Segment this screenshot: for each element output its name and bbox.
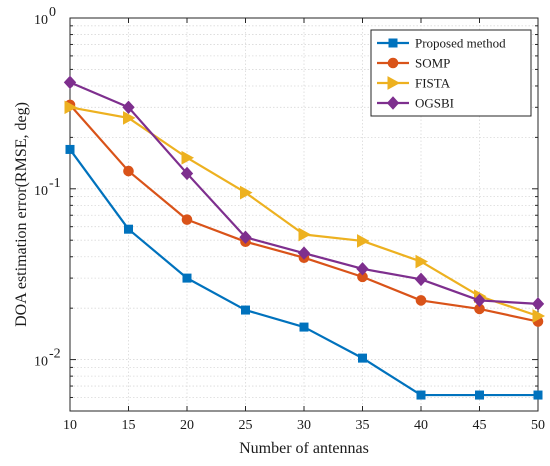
legend-label: SOMP <box>415 56 450 71</box>
data-point-fista <box>240 185 253 200</box>
data-point-ogsbi <box>239 230 252 245</box>
legend-marker <box>387 76 401 90</box>
data-point-ogsbi <box>63 75 77 90</box>
legend: Proposed method SOMP FISTA OGSBI <box>370 29 532 117</box>
data-point-proposed-method <box>475 390 484 400</box>
x-tick-label: 50 <box>531 418 545 433</box>
y-tick-exponent: 0 <box>49 5 56 20</box>
data-point-proposed-method <box>358 353 367 363</box>
data-point-proposed-method <box>65 144 75 154</box>
data-point-proposed-method <box>416 390 426 400</box>
data-point-ogsbi <box>297 246 311 260</box>
x-tick-label: 35 <box>356 418 370 433</box>
legend-marker <box>388 38 398 48</box>
y-tick-label: 10 <box>34 355 48 370</box>
data-point-fista <box>415 254 429 269</box>
x-axis-label: Number of antennas <box>239 440 369 457</box>
data-point-proposed-method <box>299 322 309 332</box>
y-axis-label: DOA estimation error(RMSE, deg) <box>13 102 30 327</box>
y-tick-label: 10 <box>34 184 48 199</box>
y-tick-exponent: -1 <box>49 176 61 191</box>
data-point-ogsbi <box>414 272 428 287</box>
x-tick-label: 45 <box>473 418 487 433</box>
data-point-proposed-method <box>124 224 133 234</box>
data-point-somp <box>123 165 134 177</box>
x-tick-label: 10 <box>63 418 77 433</box>
data-point-ogsbi <box>180 166 194 181</box>
legend-label: OGSBI <box>415 96 454 111</box>
series-ogsbi <box>63 75 545 311</box>
data-point-ogsbi <box>531 297 545 311</box>
data-point-fista <box>64 100 78 115</box>
data-point-fista <box>532 309 546 323</box>
data-point-ogsbi <box>122 100 135 115</box>
legend-label: Proposed method <box>415 36 506 51</box>
grid <box>70 18 538 411</box>
x-tick-label: 25 <box>239 418 253 433</box>
legend-marker <box>387 57 399 69</box>
data-point-fista <box>298 227 312 242</box>
data-point-fista <box>181 150 195 165</box>
x-tick-label: 15 <box>122 418 136 433</box>
data-point-fista <box>357 234 370 248</box>
x-tick-label: 40 <box>414 418 428 433</box>
x-tick-label: 30 <box>297 418 311 433</box>
y-tick-label: 10 <box>34 13 48 28</box>
y-tick-exponent: -2 <box>49 347 61 362</box>
x-axis: 10 15 20 25 30 35 40 45 50 <box>63 18 545 433</box>
data-point-proposed-method <box>241 305 250 315</box>
data-point-ogsbi <box>356 262 369 276</box>
data-point-proposed-method <box>182 273 192 283</box>
legend-label: FISTA <box>415 76 451 91</box>
legend-marker <box>386 96 400 110</box>
data-point-somp <box>415 295 427 306</box>
x-tick-label: 20 <box>180 418 194 433</box>
series-proposed-method <box>65 144 543 400</box>
data-point-fista <box>123 111 136 125</box>
data-point-proposed-method <box>533 390 543 400</box>
data-point-somp <box>181 214 193 225</box>
data-point-ogsbi <box>473 293 486 308</box>
